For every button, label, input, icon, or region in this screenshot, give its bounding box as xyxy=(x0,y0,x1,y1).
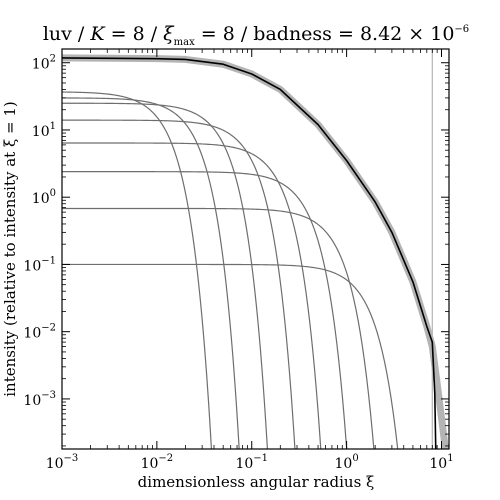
ticks-layer: 10−3 10−2 10−1 100 101 10−3 10−2 10−1 100 101 102 xyxy=(23,49,454,472)
x-tick-label-3: 100 xyxy=(335,453,359,472)
total-curve xyxy=(62,57,437,449)
chart-title: luv / K = 8 / ξmax = 8 / badness = 8.42 … xyxy=(43,23,469,48)
y-axis-label: intensity (relative to intensity at ξ = … xyxy=(1,101,19,397)
x-tick-label-1: 10−2 xyxy=(141,453,174,472)
series-layer xyxy=(62,49,449,449)
component-curve-5 xyxy=(62,119,296,449)
component-curve-3 xyxy=(62,171,348,449)
model-curve xyxy=(62,54,449,449)
component-curve-1 xyxy=(62,263,399,449)
component-curve-6 xyxy=(62,102,269,449)
component-curve-2 xyxy=(62,207,375,449)
y-tick-label-1: 10−2 xyxy=(23,323,56,342)
component-curve-4 xyxy=(62,142,322,449)
y-tick-label-0: 10−3 xyxy=(23,390,56,409)
x-axis-label: dimensionless angular radius ξ xyxy=(138,473,375,491)
y-tick-label-2: 10−1 xyxy=(23,255,56,274)
y-tick-label-5: 102 xyxy=(32,54,56,73)
x-tick-label-0: 10−3 xyxy=(46,453,79,472)
plot-frame xyxy=(61,48,450,450)
x-tick-label-4: 101 xyxy=(429,453,453,472)
x-tick-label-2: 10−1 xyxy=(235,453,268,472)
y-tick-label-3: 100 xyxy=(32,188,56,207)
component-curve-8 xyxy=(62,91,213,449)
component-curve-7 xyxy=(62,97,240,449)
y-tick-label-4: 101 xyxy=(32,121,56,140)
